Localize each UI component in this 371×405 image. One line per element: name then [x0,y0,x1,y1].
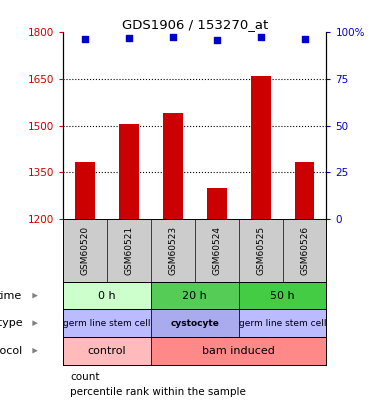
Bar [63,309,151,337]
Bar [63,337,151,364]
Point [82,36,88,42]
Bar [163,113,183,219]
Bar [119,124,139,219]
Text: cell type: cell type [0,318,22,328]
Text: GSM60521: GSM60521 [124,226,134,275]
Text: count: count [70,373,100,382]
Bar [75,162,95,219]
Text: bam induced: bam induced [202,346,275,356]
Text: GSM60525: GSM60525 [256,226,265,275]
Bar [239,309,326,337]
Title: GDS1906 / 153270_at: GDS1906 / 153270_at [122,18,268,31]
Bar [151,282,239,309]
Bar [251,76,270,219]
Bar [239,282,326,309]
Text: GSM60526: GSM60526 [300,226,309,275]
Text: 50 h: 50 h [270,291,295,301]
Point [258,33,264,40]
Point [126,34,132,41]
Bar [151,337,326,364]
Text: GSM60523: GSM60523 [168,226,177,275]
Text: protocol: protocol [0,346,22,356]
Text: 0 h: 0 h [98,291,116,301]
Bar [151,309,239,337]
Bar [295,162,314,219]
Bar [59,343,67,356]
Text: GSM60520: GSM60520 [81,226,89,275]
Text: 20 h: 20 h [183,291,207,301]
Bar [63,282,151,309]
Text: time: time [0,291,22,301]
Point [214,36,220,43]
Text: percentile rank within the sample: percentile rank within the sample [70,387,246,397]
Text: germ line stem cell: germ line stem cell [239,319,326,328]
Text: GSM60524: GSM60524 [212,226,221,275]
Point [302,36,308,42]
Text: control: control [88,346,126,356]
Bar [207,188,227,219]
Text: cystocyte: cystocyte [170,319,219,328]
Point [170,33,176,40]
Text: germ line stem cell: germ line stem cell [63,319,151,328]
Bar [59,157,67,170]
